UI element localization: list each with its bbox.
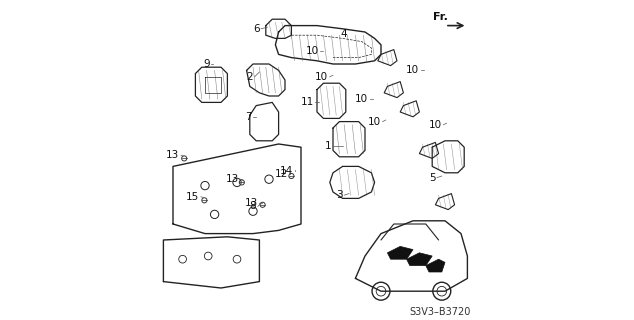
Text: 4: 4 — [341, 28, 347, 39]
Polygon shape — [406, 253, 432, 266]
Text: 13: 13 — [225, 174, 238, 184]
Text: 10: 10 — [355, 94, 368, 104]
Text: S3V3–B3720: S3V3–B3720 — [409, 307, 470, 317]
Text: 13: 13 — [245, 198, 258, 208]
Text: 6: 6 — [253, 24, 259, 34]
Text: 11: 11 — [301, 97, 314, 108]
Polygon shape — [426, 259, 445, 272]
Text: 10: 10 — [306, 46, 319, 56]
Text: 10: 10 — [368, 116, 381, 127]
Text: 7: 7 — [245, 112, 252, 122]
Text: 12: 12 — [275, 169, 288, 180]
Text: 10: 10 — [429, 120, 442, 130]
Text: 5: 5 — [429, 172, 436, 183]
Text: 13: 13 — [166, 150, 179, 160]
Text: 15: 15 — [186, 192, 199, 202]
Text: Fr.: Fr. — [433, 12, 448, 22]
Polygon shape — [387, 246, 413, 259]
Text: 2: 2 — [247, 72, 253, 82]
Text: 8: 8 — [250, 201, 256, 212]
Text: 1: 1 — [325, 140, 332, 151]
Text: 3: 3 — [336, 190, 342, 200]
Text: 9: 9 — [203, 59, 210, 69]
Text: 14: 14 — [280, 166, 293, 176]
Text: 10: 10 — [315, 72, 328, 82]
Text: 10: 10 — [406, 65, 420, 76]
